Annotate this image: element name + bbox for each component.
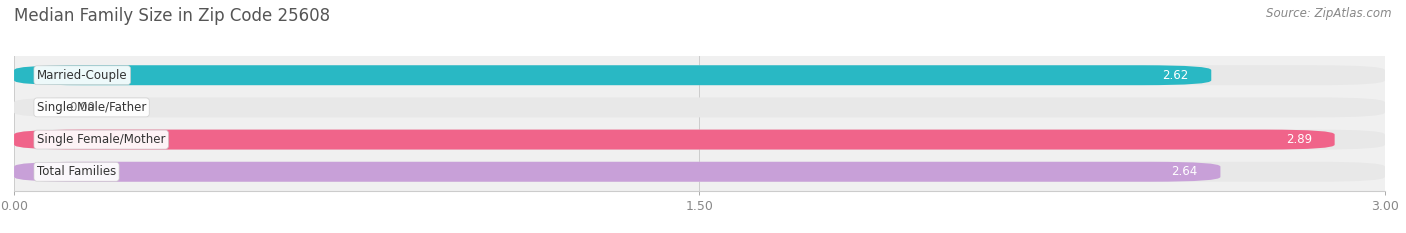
Text: 2.62: 2.62 (1163, 69, 1188, 82)
FancyBboxPatch shape (14, 130, 1334, 150)
FancyBboxPatch shape (14, 162, 1220, 182)
Text: 2.64: 2.64 (1171, 165, 1198, 178)
Text: 0.00: 0.00 (69, 101, 94, 114)
Text: Single Female/Mother: Single Female/Mother (37, 133, 166, 146)
FancyBboxPatch shape (14, 65, 1385, 85)
FancyBboxPatch shape (14, 162, 1385, 182)
FancyBboxPatch shape (14, 130, 1385, 150)
Text: Median Family Size in Zip Code 25608: Median Family Size in Zip Code 25608 (14, 7, 330, 25)
Text: Single Male/Father: Single Male/Father (37, 101, 146, 114)
Text: Source: ZipAtlas.com: Source: ZipAtlas.com (1267, 7, 1392, 20)
FancyBboxPatch shape (14, 65, 1212, 85)
Text: Married-Couple: Married-Couple (37, 69, 128, 82)
FancyBboxPatch shape (14, 97, 1385, 117)
Text: Total Families: Total Families (37, 165, 117, 178)
Text: 2.89: 2.89 (1285, 133, 1312, 146)
